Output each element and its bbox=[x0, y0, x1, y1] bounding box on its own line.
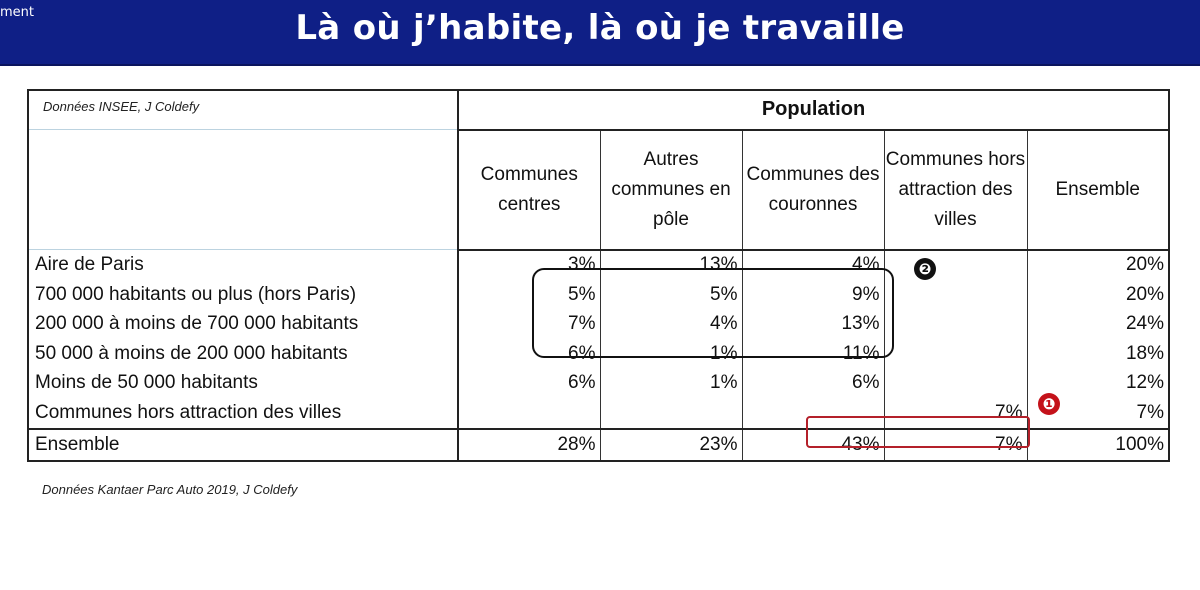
row-label: Aire de Paris bbox=[27, 249, 459, 280]
table-cell bbox=[600, 398, 743, 429]
badge-2-icon: ❷ bbox=[914, 258, 936, 280]
corner-text: ment bbox=[0, 5, 34, 20]
table-cell: 20% bbox=[1027, 280, 1171, 310]
total-cell: 23% bbox=[600, 427, 743, 462]
total-label: Ensemble bbox=[27, 427, 459, 462]
header-row-group: Données INSEE, J Coldefy Population bbox=[27, 89, 1171, 131]
table-cell: 13% bbox=[600, 249, 743, 280]
table-cell: 3% bbox=[458, 249, 601, 280]
total-row: Ensemble 28% 23% 43% 7% 100% bbox=[27, 427, 1171, 462]
header-spacer bbox=[27, 129, 459, 250]
table-row: 700 000 habitants ou plus (hors Paris) 5… bbox=[27, 280, 1171, 310]
table-cell: 4% bbox=[742, 249, 885, 280]
table-cell: 24% bbox=[1027, 309, 1171, 339]
table-cell bbox=[742, 398, 885, 429]
table-row: 200 000 à moins de 700 000 habitants 7% … bbox=[27, 309, 1171, 339]
table-cell: 1% bbox=[600, 368, 743, 398]
table-cell: 7% bbox=[458, 309, 601, 339]
table-cell: 12% bbox=[1027, 368, 1171, 398]
table-cell: 7% bbox=[884, 398, 1028, 429]
col-header-autres-communes: Autres communes en pôle bbox=[600, 129, 743, 251]
table-row: Moins de 50 000 habitants 6% 1% 6% 12% bbox=[27, 368, 1171, 398]
col-header-communes-centres: Communes centres bbox=[458, 129, 601, 251]
table-cell: 4% bbox=[600, 309, 743, 339]
row-label: 200 000 à moins de 700 000 habitants bbox=[27, 309, 459, 339]
table-cell bbox=[884, 249, 1028, 280]
col-header-ensemble: Ensemble bbox=[1027, 129, 1171, 251]
table-row: Aire de Paris 3% 13% 4% 20% bbox=[27, 249, 1171, 280]
group-header-population: Population bbox=[456, 89, 1171, 131]
table-cell: 6% bbox=[742, 368, 885, 398]
highlight-box-red bbox=[806, 416, 1030, 448]
total-cell: 28% bbox=[458, 427, 601, 462]
table-cell: 1% bbox=[600, 339, 743, 369]
badge-1-icon: ❶ bbox=[1038, 393, 1060, 415]
table-cell bbox=[884, 280, 1028, 310]
row-label: Communes hors attraction des villes bbox=[27, 398, 459, 429]
row-label: 700 000 habitants ou plus (hors Paris) bbox=[27, 280, 459, 310]
table-cell: 5% bbox=[600, 280, 743, 310]
table-cell: 6% bbox=[458, 368, 601, 398]
table-cell: 9% bbox=[742, 280, 885, 310]
source-label: Données INSEE, J Coldefy bbox=[27, 89, 459, 130]
highlight-box-black bbox=[532, 268, 894, 358]
title-bar: ment Là où j’habite, là où je travaille bbox=[0, 0, 1200, 66]
table-cell bbox=[884, 339, 1028, 369]
row-label: Moins de 50 000 habitants bbox=[27, 368, 459, 398]
col-header-hors-attraction: Communes hors attraction des villes bbox=[884, 129, 1028, 251]
table-row: Communes hors attraction des villes 7% 7… bbox=[27, 398, 1171, 429]
total-cell: 43% bbox=[742, 427, 885, 462]
table-cell bbox=[458, 398, 601, 429]
table-cell: 18% bbox=[1027, 339, 1171, 369]
table-row: 50 000 à moins de 200 000 habitants 6% 1… bbox=[27, 339, 1171, 369]
table-cell: 6% bbox=[458, 339, 601, 369]
table-cell: 11% bbox=[742, 339, 885, 369]
footnote: Données Kantaer Parc Auto 2019, J Coldef… bbox=[42, 482, 298, 497]
table-cell: 5% bbox=[458, 280, 601, 310]
data-table: Données INSEE, J Coldefy Population Comm… bbox=[27, 89, 1171, 462]
total-cell: 7% bbox=[884, 427, 1028, 462]
table-cell: 20% bbox=[1027, 249, 1171, 280]
table-cell bbox=[884, 309, 1028, 339]
row-label: 50 000 à moins de 200 000 habitants bbox=[27, 339, 459, 369]
col-header-couronnes: Communes des couronnes bbox=[742, 129, 885, 251]
total-cell: 100% bbox=[1027, 427, 1171, 462]
table-cell bbox=[884, 368, 1028, 398]
slide-title: Là où j’habite, là où je travaille bbox=[295, 8, 905, 48]
header-row-columns: Communes centres Autres communes en pôle… bbox=[27, 129, 1171, 251]
table-cell: 13% bbox=[742, 309, 885, 339]
